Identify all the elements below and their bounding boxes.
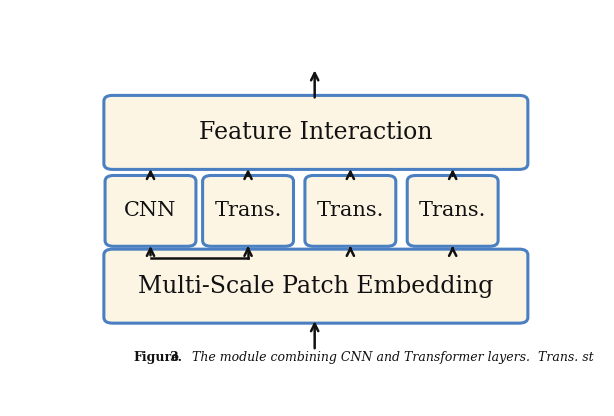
FancyBboxPatch shape [407,176,498,246]
FancyBboxPatch shape [305,176,396,246]
FancyBboxPatch shape [104,249,528,323]
Text: The module combining CNN and Transformer layers.  Trans. st: The module combining CNN and Transformer… [184,352,594,364]
FancyBboxPatch shape [203,176,293,246]
FancyBboxPatch shape [104,95,528,169]
Text: Trans.: Trans. [317,201,384,220]
FancyBboxPatch shape [105,176,196,246]
Text: Feature Interaction: Feature Interaction [199,121,433,144]
Text: CNN: CNN [124,201,177,220]
Text: 3.: 3. [169,352,182,364]
Text: Multi-Scale Patch Embedding: Multi-Scale Patch Embedding [138,275,494,298]
Text: Figure: Figure [134,352,180,364]
Text: Trans.: Trans. [214,201,282,220]
Text: Trans.: Trans. [419,201,486,220]
